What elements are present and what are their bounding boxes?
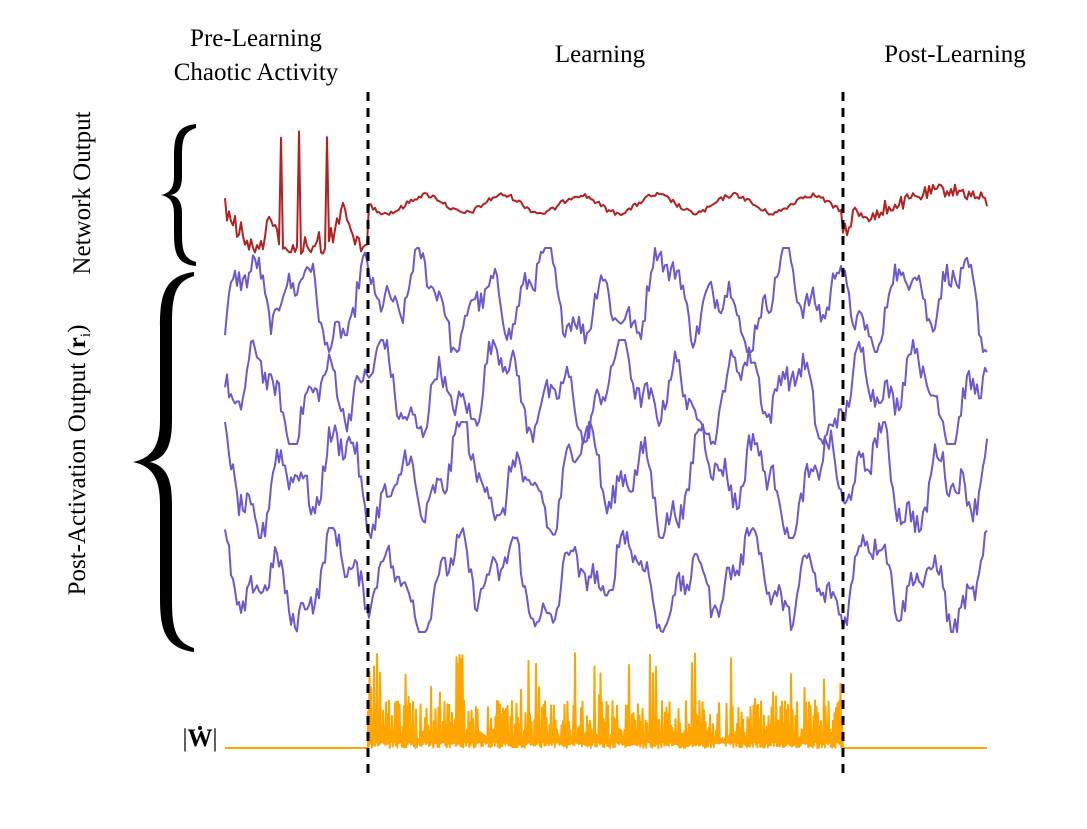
weight-change-dot: [198, 726, 202, 730]
pre-learning-title-line1: Pre-Learning: [190, 25, 322, 52]
weight-change-trace: [225, 652, 987, 749]
post-activation-label: Post-Activation Output (ri): [64, 325, 94, 596]
neuron-trace-3: [224, 421, 988, 539]
neuron-trace-2: [224, 339, 988, 445]
neuron-trace-1: [224, 247, 988, 353]
learning-title: Learning: [555, 41, 646, 68]
weight-change-right: |: [213, 725, 218, 752]
neuron-trace-4: [224, 527, 988, 633]
post-activation-brace: [133, 272, 194, 652]
pre-learning-title-line2: Chaotic Activity: [174, 59, 339, 86]
post-activation-prefix: Post-Activation Output (: [64, 348, 91, 595]
post-activation-sub: i: [78, 333, 94, 337]
post-learning-title: Post-Learning: [884, 41, 1026, 68]
post-activation-suffix: ): [64, 325, 91, 333]
network-output-trace: [224, 130, 988, 255]
network-output-brace: [161, 124, 196, 266]
weight-change-left: |: [182, 725, 187, 752]
post-activation-var: r: [64, 337, 91, 348]
network-output-label: Network Output: [69, 111, 96, 274]
